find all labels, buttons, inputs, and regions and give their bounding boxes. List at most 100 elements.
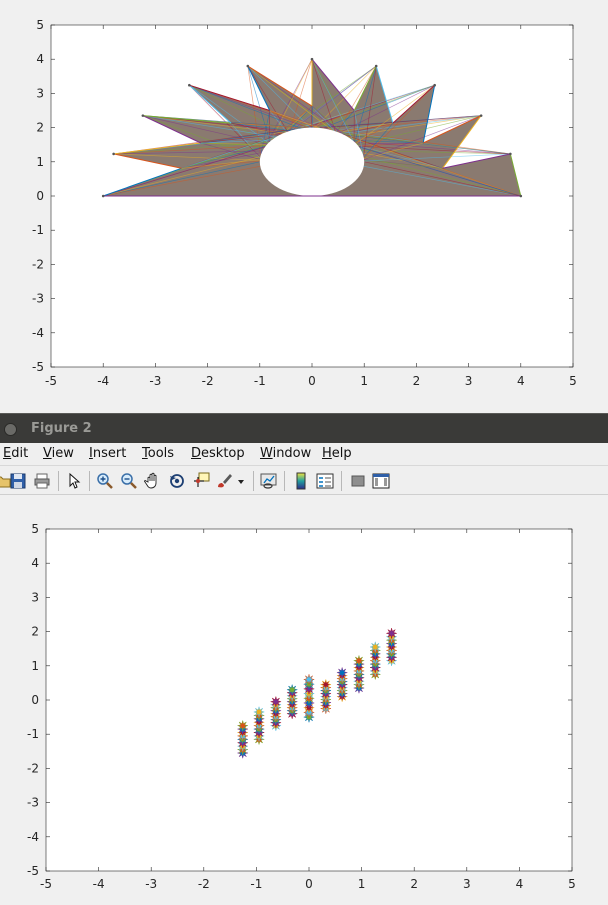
star-vertex <box>188 83 191 87</box>
legend-icon[interactable] <box>316 472 334 490</box>
figure-1-window: -5 -4 -3 -2 -1 0 1 2 3 4 5 5 4 3 2 1 0 -1 -2 -3 -4 -5 <box>0 0 608 413</box>
y-tick-label: -1 <box>32 223 44 237</box>
y-tick-label: 1 <box>36 155 44 169</box>
pointer-icon[interactable] <box>65 472 83 490</box>
y-tick-label: 1 <box>31 659 39 673</box>
fan-line <box>291 65 377 131</box>
fan-line <box>181 147 360 169</box>
menu-window[interactable]: Window <box>260 446 312 461</box>
print-icon[interactable] <box>33 472 51 490</box>
star-vertex <box>246 64 250 68</box>
menu-view[interactable]: View <box>43 446 74 461</box>
fan-line <box>230 122 269 144</box>
menu-bar: Edit View Insert Tools Desktop Window He… <box>0 443 608 465</box>
fan-line <box>264 147 521 197</box>
figure-2-axes[interactable]: -5 -4 -3 -2 -1 0 1 2 3 4 5 5 4 3 2 1 0 -1 -2 -3 -4 -5 <box>0 496 608 905</box>
save-icon[interactable] <box>9 472 27 490</box>
y-tick-label: 4 <box>31 556 39 570</box>
x-tick-label: -1 <box>250 877 262 891</box>
menu-tools[interactable]: Tools <box>142 446 175 461</box>
fan-line <box>313 110 355 128</box>
fan-line <box>319 115 482 129</box>
x-tick-label: 2 <box>410 877 418 891</box>
open-icon[interactable] <box>0 472 12 490</box>
y-tick-labels: 5 4 3 2 1 0 -1 -2 -3 -4 -5 <box>27 522 572 878</box>
zoom-out-icon[interactable] <box>120 472 138 490</box>
x-tick-label: 1 <box>360 374 368 388</box>
x-tick-label: 3 <box>463 877 471 891</box>
rotate-icon[interactable] <box>168 472 186 490</box>
link-icon[interactable] <box>260 472 278 490</box>
fan-line <box>231 122 330 131</box>
star-vertex <box>112 152 115 156</box>
menu-insert[interactable]: Insert <box>89 446 127 461</box>
toolbar-separator <box>341 471 342 491</box>
star-fill <box>103 59 521 197</box>
star-marker <box>369 640 382 654</box>
star-cluster <box>236 719 249 760</box>
fan-line <box>189 84 308 129</box>
x-tick-label: -4 <box>97 374 109 388</box>
show-plot-tools-icon[interactable] <box>372 472 390 490</box>
figure-1-axes[interactable]: -5 -4 -3 -2 -1 0 1 2 3 4 5 5 4 3 2 1 0 -1 -2 -3 -4 -5 <box>0 0 608 413</box>
fan-line <box>142 115 268 145</box>
fan-line <box>338 122 393 133</box>
fan-line <box>364 161 521 197</box>
y-tick-labels: 5 4 3 2 1 0 -1 -2 -3 -4 -5 <box>32 18 573 374</box>
brush-icon[interactable] <box>215 472 233 490</box>
colorbar-icon[interactable] <box>292 472 310 490</box>
fan-line <box>189 84 286 133</box>
zoom-in-icon[interactable] <box>96 472 114 490</box>
fan-line <box>343 134 511 155</box>
window-close-icon[interactable] <box>4 423 17 436</box>
x-tick-label: 0 <box>308 374 316 388</box>
star-edge <box>142 115 232 124</box>
star-edge <box>103 167 182 197</box>
star-marker <box>285 683 299 696</box>
fan-line <box>181 127 303 169</box>
fan-line <box>181 135 347 169</box>
fan-line <box>339 84 435 134</box>
fan-line <box>269 110 287 133</box>
y-tick-label: 3 <box>36 86 44 100</box>
y-tick-label: -1 <box>27 727 39 741</box>
y-tick-label: 0 <box>31 693 39 707</box>
x-tick-label: -3 <box>145 877 157 891</box>
fan-line <box>142 115 284 134</box>
y-tick-label: 0 <box>36 189 44 203</box>
fan-line <box>113 148 361 155</box>
x-tick-label: 1 <box>358 877 366 891</box>
star-vertex <box>509 152 512 156</box>
star-vertex <box>374 64 378 68</box>
star-edge <box>311 58 355 111</box>
fan-line <box>247 65 363 154</box>
fan-line <box>363 122 394 158</box>
star-marker <box>335 666 349 679</box>
pan-icon[interactable] <box>144 472 162 490</box>
dropdown-arrow-icon[interactable] <box>236 472 246 490</box>
y-tick-label: -3 <box>32 292 44 306</box>
y-tick-label: -4 <box>27 830 39 844</box>
y-tick-label: 2 <box>31 625 39 639</box>
menu-help[interactable]: Help <box>322 446 352 461</box>
star-edge <box>392 84 436 124</box>
x-tick-label: 4 <box>516 877 524 891</box>
fan-line <box>311 105 335 132</box>
fan-line <box>113 145 267 155</box>
y-tick-label: -4 <box>32 326 44 340</box>
fan-line <box>278 135 521 197</box>
fan-line <box>231 122 350 139</box>
title-bar[interactable]: Figure 2 <box>0 413 608 443</box>
hide-plot-tools-icon[interactable] <box>349 472 367 490</box>
star-base-fill <box>103 59 521 197</box>
fan-line <box>269 110 363 153</box>
data-cursor-icon[interactable] <box>192 472 210 490</box>
star-edge <box>509 153 522 197</box>
star-edge <box>142 115 202 144</box>
toolbar-separator <box>284 471 285 491</box>
x-tick-label: 3 <box>465 374 473 388</box>
menu-desktop[interactable]: Desktop <box>191 446 245 461</box>
fan-line <box>200 128 328 144</box>
star-edge <box>442 153 511 169</box>
menu-edit[interactable]: Edit <box>3 446 29 461</box>
